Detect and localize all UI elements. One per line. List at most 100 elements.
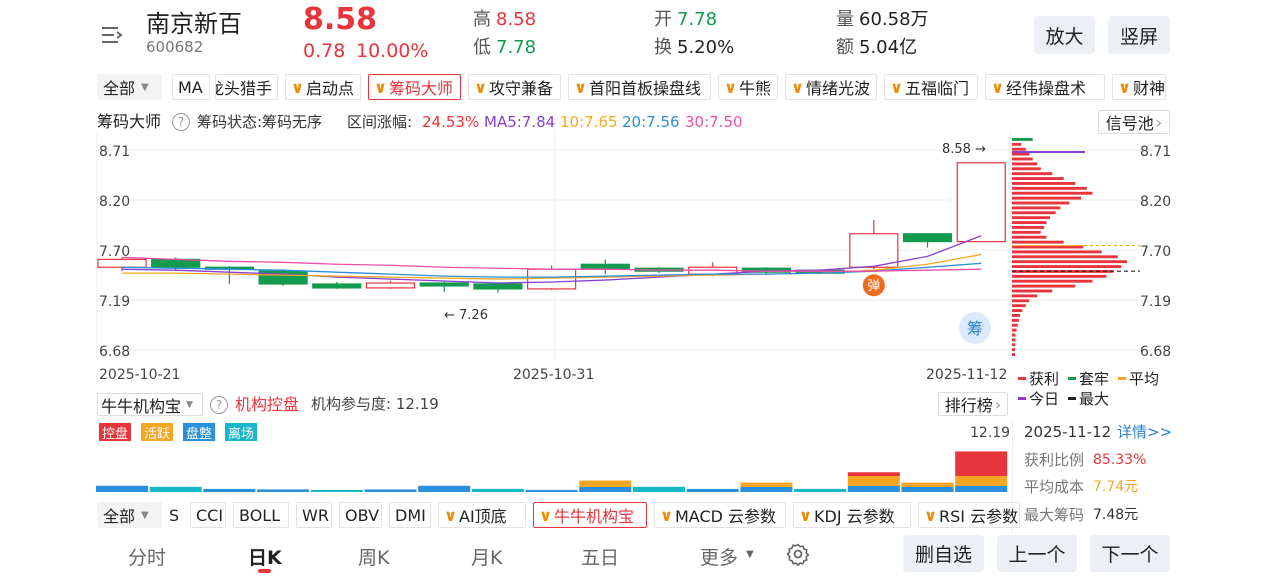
y-axis-left-label: 7.70 [99, 244, 131, 260]
indicator-chip-2[interactable]: ∨ 筹码大师 [368, 74, 461, 100]
candle-body [902, 233, 953, 243]
bottom-v-chip-3[interactable]: ∨ KDJ 云参数 [793, 502, 911, 528]
indicator-chip-0[interactable]: 龙头猎手 [215, 74, 278, 100]
chip-bar [1012, 348, 1015, 352]
inst-bar-consolidate [955, 486, 1008, 492]
chip-bar [1012, 186, 1087, 190]
candle-body [312, 283, 362, 289]
inst-bar-consolidate [686, 488, 739, 492]
bottom-chip-4[interactable]: OBV [339, 502, 382, 528]
menu-icon[interactable] [100, 24, 124, 46]
inst-bar-consolidate [579, 487, 632, 492]
bottom-v-chip-0[interactable]: ∨ AI顶底 [438, 502, 526, 528]
portrait-button[interactable]: 竖屏 [1108, 16, 1170, 54]
range-label: 区间涨幅: [347, 113, 413, 131]
avg-cost-label: 平均成本 [1024, 478, 1085, 496]
bottom-chip-3[interactable]: WR [296, 502, 332, 528]
current-price: 8.58 [303, 2, 378, 37]
nav-tab-3[interactable]: 月K [471, 547, 503, 569]
indicator-chip-9[interactable]: ∨ 财神 [1112, 74, 1166, 100]
bottom-all-dropdown[interactable]: 全部 ▼ [97, 502, 162, 528]
indicator-chip-8[interactable]: ∨ 经伟操盘术 [985, 74, 1105, 100]
chip-ma[interactable]: MA [172, 74, 210, 100]
chip-bar [1012, 289, 1053, 293]
indicator-chip-4[interactable]: ∨ 首阳首板操盘线 [568, 74, 711, 100]
kline-chart[interactable]: 弹筹 8.58 → ← 7.26 [0, 130, 1266, 380]
indicator-chip-1[interactable]: ∨ 启动点 [285, 74, 361, 100]
bottom-chip-2[interactable]: BOLL [233, 502, 289, 528]
chip-bar [1012, 138, 1033, 141]
nav-tab-1[interactable]: 日K [248, 547, 282, 569]
nav-tab-2[interactable]: 周K [358, 547, 390, 569]
chip-bar [1012, 221, 1047, 224]
indicator-chip-label: 牛熊 [739, 79, 772, 98]
ma10-value: 10:7.65 [560, 113, 618, 131]
zoom-button[interactable]: 放大 [1034, 16, 1095, 54]
y-axis-left-label: 7.19 [99, 294, 131, 310]
x-axis-date-label: 2025-10-21 [99, 367, 181, 383]
ma-line-ma5 [121, 235, 982, 284]
inst-selector[interactable]: 牛牛机构宝 ▼ [97, 393, 203, 416]
signal-pool-label: 信号池 [1105, 114, 1154, 133]
dropdown-triangle-icon: ▼ [186, 399, 193, 410]
rank-button[interactable]: 排行榜 › [938, 392, 1008, 416]
inst-bar-consolidate [310, 489, 363, 492]
stock-name: 南京新百 [146, 10, 242, 38]
amount-label: 额 [836, 37, 854, 58]
delete-watchlist-button[interactable]: 删自选 [903, 535, 984, 572]
chip-bar [1012, 294, 1038, 298]
signal-pool-button[interactable]: 信号池 › [1098, 110, 1170, 134]
nav-tab-0[interactable]: 分时 [128, 547, 167, 569]
inst-bar-active [901, 482, 954, 487]
indicator-chip-7[interactable]: ∨ 五福临门 [884, 74, 978, 100]
bottom-v-chip-1[interactable]: ∨ 牛牛机构宝 [533, 502, 647, 528]
indicator-chip-5[interactable]: ∨ 牛熊 [718, 74, 778, 100]
v-mark-icon: ∨ [1118, 77, 1131, 97]
indicator-chip-6[interactable]: ∨ 情绪光波 [785, 74, 877, 100]
inst-bar-control [955, 451, 1008, 476]
nav-tab-4[interactable]: 五日 [581, 547, 620, 569]
help-icon[interactable]: ? [172, 113, 190, 131]
chip-bar [1012, 265, 1122, 268]
inst-bar-chart [96, 451, 1008, 492]
bottom-v-chip-4[interactable]: ∨ RSI 云参数 [918, 502, 1020, 528]
open-value: 7.78 [677, 9, 718, 30]
tag-consolidate: 盘整 [183, 423, 216, 442]
v-mark-icon: ∨ [474, 77, 487, 97]
chip-badge-text: 筹 [967, 319, 983, 338]
indicator-chip-3[interactable]: ∨ 攻守兼备 [468, 74, 561, 100]
chip-bar [1012, 152, 1030, 156]
v-mark-icon: ∨ [539, 505, 552, 525]
v-mark-icon: ∨ [660, 505, 673, 525]
settings-gear-icon[interactable] [786, 542, 810, 567]
inst-bar-consolidate [203, 488, 256, 492]
bottom-chip-label: AI顶底 [459, 507, 507, 526]
next-stock-button[interactable]: 下一个 [1090, 535, 1170, 572]
chip-bar [1012, 260, 1127, 264]
high-label: 高 [473, 9, 491, 30]
chip-bar [1012, 196, 1081, 200]
inst-bar-control [847, 472, 900, 476]
v-mark-icon: ∨ [724, 77, 737, 97]
chip-bar [1012, 177, 1064, 180]
high-marker: 8.58 → [942, 142, 986, 157]
inst-help-icon[interactable]: ? [210, 396, 228, 414]
nav-tab-5[interactable]: 更多 [700, 547, 739, 569]
v-mark-icon: ∨ [791, 77, 804, 97]
candle-body [365, 282, 416, 289]
chip-bar [1012, 216, 1050, 220]
bottom-v-chip-2[interactable]: ∨ MACD 云参数 [654, 502, 786, 528]
prev-stock-button[interactable]: 上一个 [997, 535, 1077, 572]
chip-bar [1012, 318, 1019, 322]
ma30-value: 30:7.50 [685, 113, 743, 131]
candle-body [849, 233, 899, 268]
indicator-all-dropdown[interactable]: 全部 ▼ [97, 74, 162, 100]
v-mark-icon: ∨ [291, 77, 304, 97]
y-axis-left-label: 6.68 [99, 344, 131, 360]
detail-link[interactable]: 详情>> [1117, 423, 1173, 441]
bottom-chip-1[interactable]: CCI [190, 502, 226, 528]
chip-bar [1012, 333, 1016, 337]
bottom-chip-5[interactable]: DMI [389, 502, 431, 528]
v-mark-icon: ∨ [890, 77, 903, 97]
bottom-chip-0[interactable]: S [169, 505, 180, 525]
